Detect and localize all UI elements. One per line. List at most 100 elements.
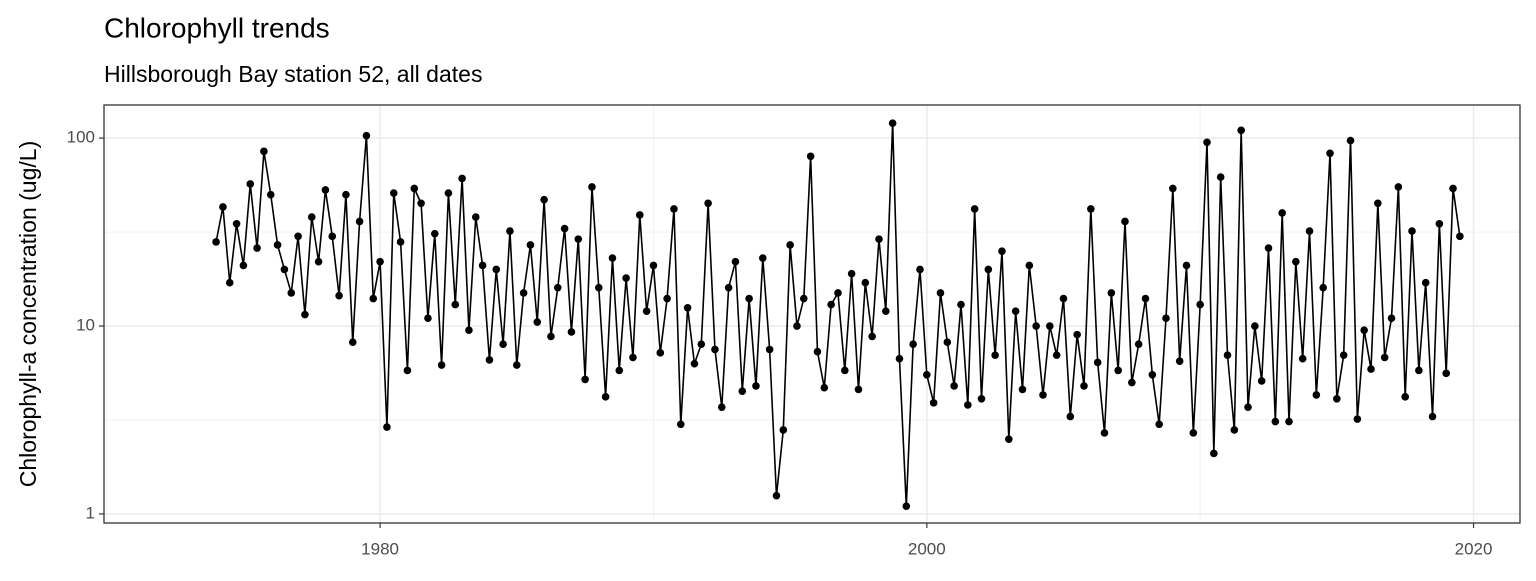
data-point	[383, 423, 391, 431]
data-point	[629, 353, 637, 362]
data-point	[916, 265, 924, 274]
data-point	[594, 283, 603, 292]
data-point	[553, 283, 562, 292]
data-point	[1339, 351, 1348, 359]
data-point	[984, 265, 993, 274]
y-tick-label: 10	[76, 316, 95, 335]
data-point	[1121, 217, 1129, 226]
data-point	[1264, 244, 1273, 252]
data-point	[656, 349, 665, 357]
data-point	[1210, 449, 1218, 458]
data-point	[779, 426, 788, 434]
data-point	[1046, 322, 1054, 330]
data-point	[512, 361, 521, 369]
data-point	[1100, 429, 1109, 437]
data-point	[1196, 300, 1204, 309]
data-point	[280, 265, 289, 274]
x-tick-label: 1980	[361, 539, 399, 558]
data-point	[581, 375, 589, 384]
data-point	[1018, 385, 1027, 394]
data-point	[492, 265, 501, 274]
data-point	[1052, 351, 1061, 359]
data-point	[1292, 257, 1300, 266]
data-point	[574, 235, 583, 243]
data-point	[1380, 353, 1389, 362]
data-point	[471, 213, 480, 221]
data-point	[991, 351, 999, 359]
data-point	[335, 291, 343, 300]
data-point	[1175, 357, 1184, 365]
data-point	[1312, 391, 1321, 399]
data-point	[1162, 314, 1170, 323]
data-point	[417, 199, 425, 208]
data-point	[786, 241, 794, 249]
data-point	[936, 289, 945, 297]
data-point	[711, 345, 719, 354]
data-point	[663, 294, 671, 303]
data-point	[970, 205, 979, 213]
data-point	[1435, 219, 1444, 228]
data-point	[1189, 429, 1198, 437]
data-point	[499, 340, 507, 349]
data-point	[1032, 322, 1040, 330]
data-point	[246, 180, 255, 188]
data-point	[1182, 261, 1191, 270]
data-point	[1251, 322, 1259, 330]
data-point	[950, 382, 958, 390]
data-point	[1059, 294, 1068, 303]
data-point	[854, 385, 863, 394]
data-point	[212, 238, 220, 246]
y-tick-label: 100	[67, 128, 95, 147]
data-point	[813, 347, 822, 356]
data-point	[301, 310, 309, 319]
data-point	[1128, 378, 1136, 387]
data-point	[567, 328, 576, 336]
data-point	[1408, 227, 1416, 235]
data-point	[430, 229, 439, 238]
data-point	[1346, 136, 1355, 145]
data-point	[861, 278, 870, 287]
data-point	[1011, 307, 1020, 315]
data-point	[1367, 365, 1375, 373]
data-point	[403, 366, 412, 375]
data-point	[1353, 415, 1362, 423]
data-point	[1005, 435, 1013, 443]
data-point	[977, 394, 986, 403]
data-point	[1285, 417, 1293, 426]
data-point	[287, 289, 296, 297]
data-point	[847, 269, 856, 278]
data-point	[465, 326, 473, 335]
data-point	[232, 219, 241, 228]
data-point	[724, 283, 733, 292]
data-point	[1134, 340, 1143, 349]
data-point	[260, 147, 268, 156]
data-point	[690, 359, 699, 368]
data-point	[793, 322, 801, 330]
data-point	[219, 203, 227, 211]
data-point	[321, 186, 330, 194]
data-point	[239, 261, 248, 270]
data-point	[772, 491, 781, 500]
data-point	[834, 289, 842, 297]
data-point	[1230, 426, 1239, 434]
data-point	[328, 232, 337, 241]
data-point	[342, 190, 350, 199]
data-point	[362, 131, 371, 140]
data-point	[560, 224, 569, 233]
data-point	[485, 356, 494, 364]
data-point	[348, 338, 357, 347]
data-point	[1257, 377, 1266, 385]
data-point	[369, 294, 378, 303]
data-point	[540, 195, 548, 204]
data-point	[882, 307, 890, 315]
panel-border	[103, 104, 1521, 524]
data-point	[1073, 330, 1081, 339]
data-point	[1148, 371, 1157, 379]
data-point	[745, 294, 753, 303]
data-point	[451, 300, 460, 309]
data-point	[601, 393, 610, 401]
data-point	[964, 401, 972, 409]
data-point	[902, 502, 911, 510]
data-point	[875, 235, 883, 243]
